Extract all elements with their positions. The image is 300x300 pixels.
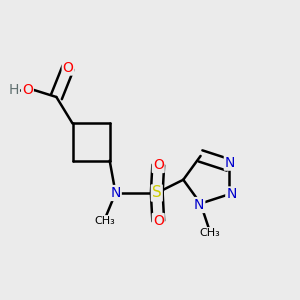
Text: O: O bbox=[153, 158, 164, 172]
Text: N: N bbox=[225, 156, 235, 170]
Text: N: N bbox=[226, 188, 237, 201]
Text: O: O bbox=[22, 82, 33, 97]
Text: S: S bbox=[152, 185, 162, 200]
Text: N: N bbox=[110, 186, 121, 200]
Text: O: O bbox=[153, 214, 164, 228]
Text: CH₃: CH₃ bbox=[199, 228, 220, 238]
Text: O: O bbox=[63, 61, 74, 75]
Text: H: H bbox=[8, 82, 19, 97]
Text: N: N bbox=[194, 198, 204, 212]
Text: CH₃: CH₃ bbox=[95, 216, 116, 226]
